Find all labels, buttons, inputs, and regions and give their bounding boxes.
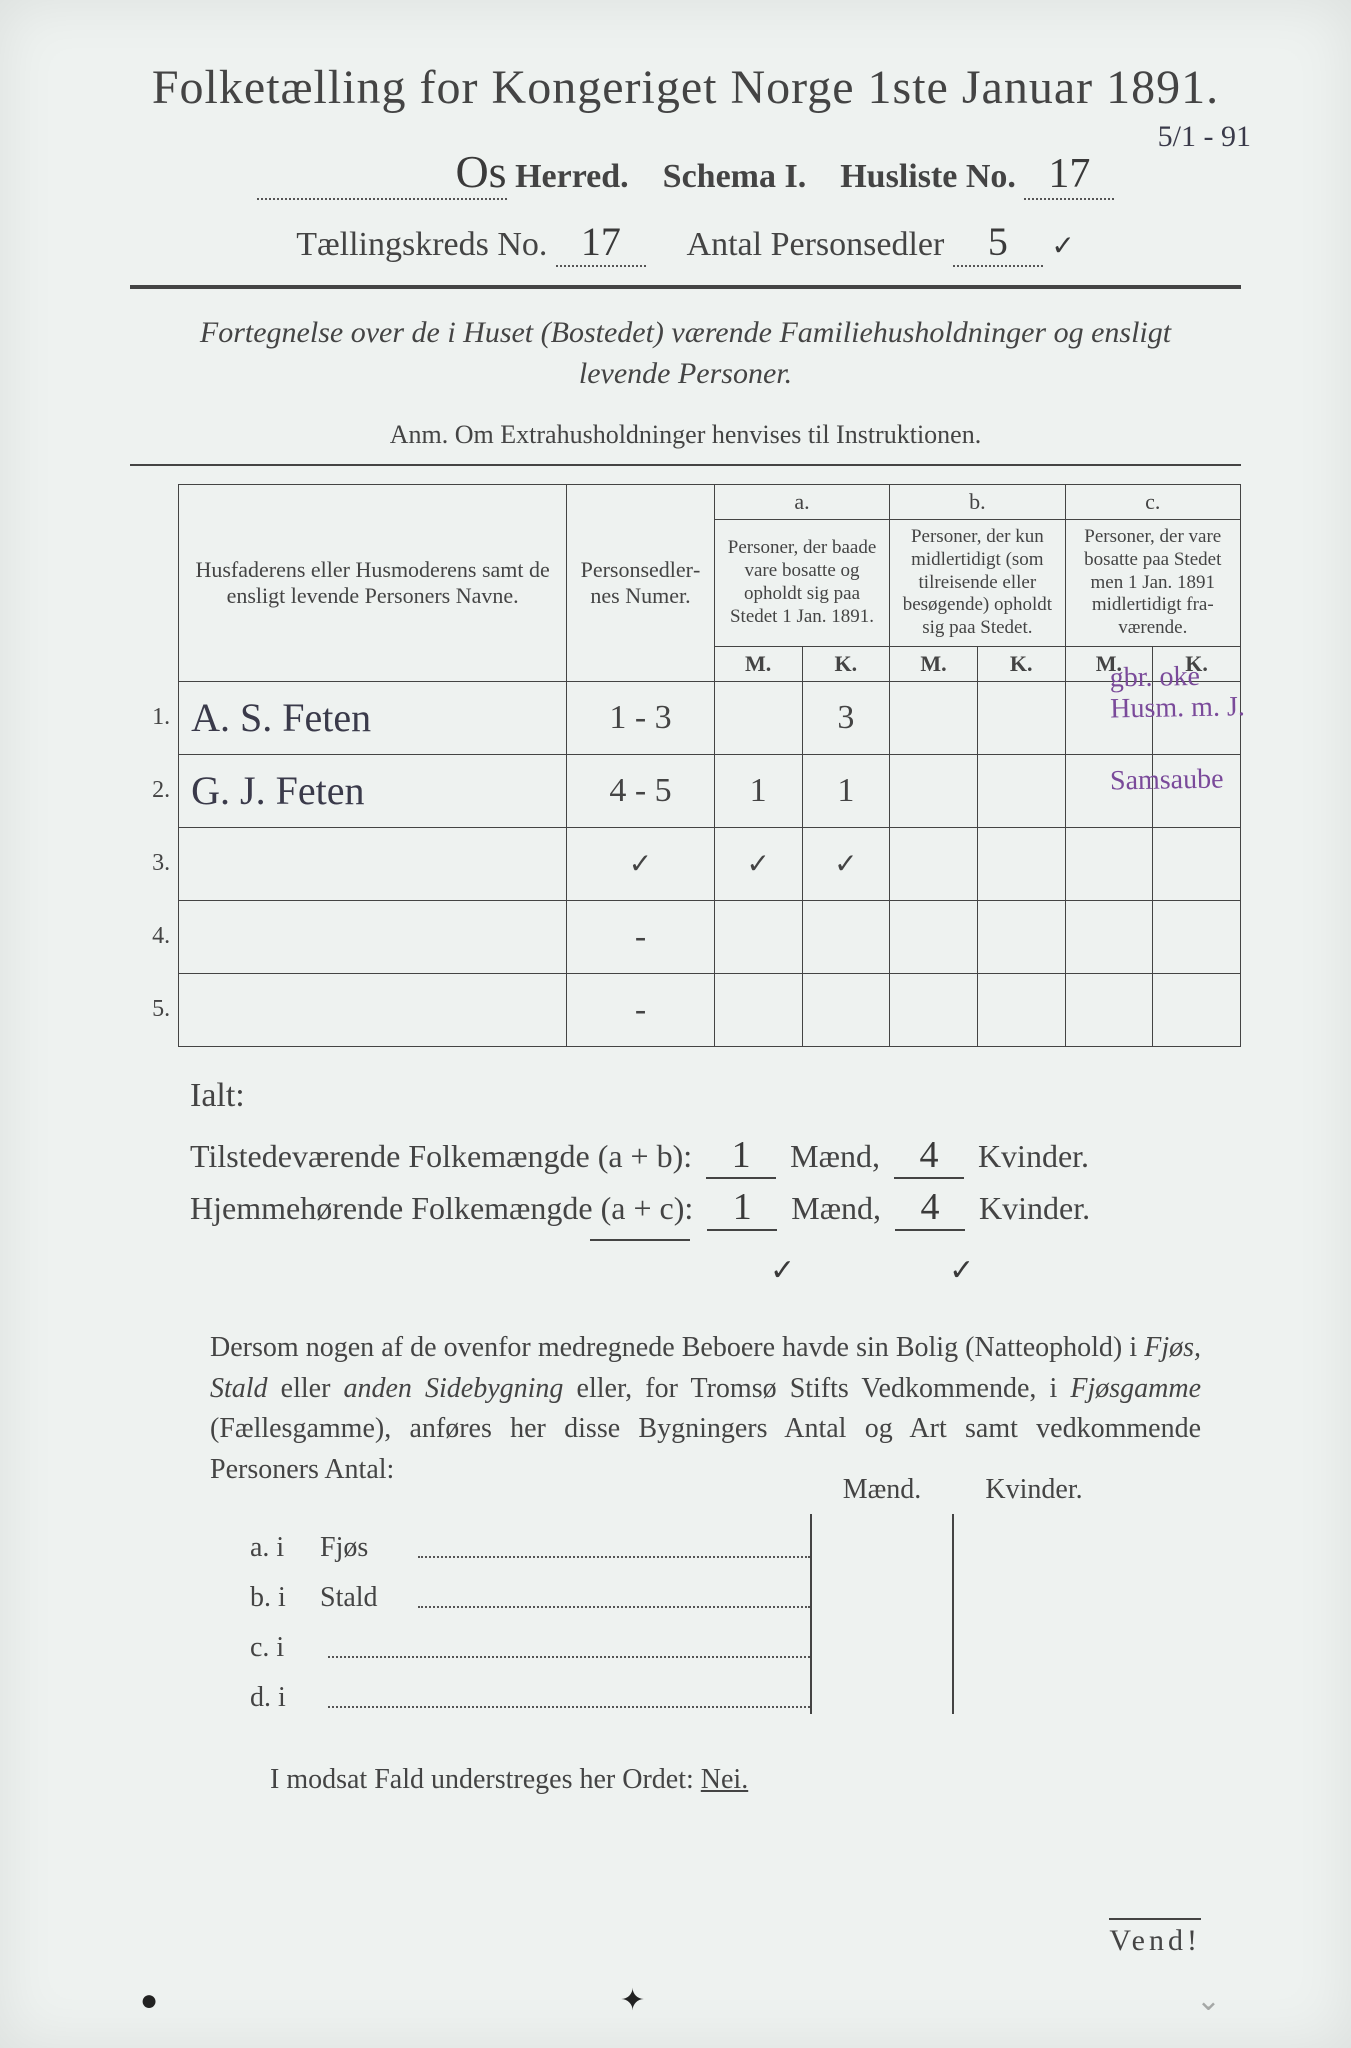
cell-aK: ✓ [834, 849, 857, 880]
rule-1 [130, 285, 1241, 289]
row-numer: - [635, 918, 646, 955]
row-num: 5. [130, 973, 179, 1046]
cell-aM: ✓ [746, 849, 769, 880]
kvinder-label: Kvinder. [978, 1138, 1089, 1174]
side-lab: c. i [250, 1632, 320, 1664]
maend-label: Mænd, [790, 1138, 880, 1174]
antal-tick: ✓ [1051, 231, 1074, 262]
sum-tick-1: ✓ [770, 1254, 795, 1287]
maend-label: Mænd, [791, 1190, 881, 1226]
header-row-2: Tællingskreds No. 17 Antal Personsedler … [130, 218, 1241, 267]
side-kvinder: Kvinder. [954, 1474, 1114, 1506]
table-row: 1. A. S. Feten 1 - 3 3 gbr. oke Husm. m.… [130, 681, 1241, 754]
col-b: Personer, der kun midler­tidigt (som til… [890, 520, 1065, 647]
sum2-k: 4 [921, 1186, 940, 1228]
sum1-m: 1 [732, 1134, 751, 1176]
paragraph: Dersom nogen af de ovenfor medregnede Be… [210, 1328, 1201, 1490]
col-b-k: K. [977, 646, 1065, 681]
row-name: G. J. Feten [191, 768, 364, 813]
ink-mark-icon: ● [140, 1984, 158, 2018]
census-form-page: Folketælling for Kongeriget Norge 1ste J… [0, 0, 1351, 2048]
col-name: Husfaderens eller Husmoderens samt de en… [179, 485, 567, 682]
side-table: a. i Fjøs b. i Stald c. i d. i Mænd. Kv [250, 1514, 1241, 1714]
sum1-k: 4 [919, 1134, 938, 1176]
table-row: 3. ✓ ✓ ✓ [130, 827, 1241, 900]
kvinder-label: Kvinder. [979, 1190, 1090, 1226]
schema-label: Schema I. [663, 158, 807, 195]
row-num: 2. [130, 754, 179, 827]
row-name: A. S. Feten [191, 695, 371, 740]
row-numer: 4 - 5 [609, 772, 671, 809]
sum2-label: Hjemmehørende Folkemængde (a + c): [190, 1190, 693, 1226]
rule-2 [130, 464, 1241, 466]
row-num: 1. [130, 681, 179, 754]
nei-line: I modsat Fald understreges her Ordet: Ne… [270, 1764, 1241, 1796]
row-numer: - [635, 991, 646, 1028]
husliste-label: Husliste No. [840, 158, 1016, 195]
side-maend: Mænd. [812, 1474, 952, 1506]
margin-annotation: Samsaube [1110, 764, 1281, 798]
sum-line-1: Tilstedeværende Folkemængde (a + b): 1 M… [190, 1133, 1241, 1179]
ialt-label: Ialt: [190, 1077, 1241, 1115]
ink-mark-icon: ✦ [620, 1983, 645, 2018]
side-row: b. i Stald [250, 1564, 810, 1614]
anm-note: Anm. Om Extrahusholdninger henvises til … [130, 420, 1241, 450]
row-numer: 1 - 3 [609, 699, 671, 736]
sum-line-2: Hjemmehørende Folkemængde (a + c): 1 Mæn… [190, 1185, 1241, 1231]
side-val: Stald [320, 1582, 410, 1614]
vend-label: Vend! [1109, 1918, 1201, 1958]
page-title: Folketælling for Kongeriget Norge 1ste J… [130, 60, 1241, 115]
table-row: 5. - [130, 973, 1241, 1046]
census-table: Husfaderens eller Husmoderens samt de en… [130, 484, 1241, 1047]
row-num: 3. [130, 827, 179, 900]
sum1-label: Tilstedeværende Folkemængde (a + b): [190, 1138, 692, 1174]
row-num: 4. [130, 900, 179, 973]
col-b-m: M. [890, 646, 978, 681]
herred-value: Os [455, 146, 506, 197]
side-lab: b. i [250, 1582, 320, 1614]
side-val: Fjøs [320, 1532, 410, 1564]
col-c: Personer, der vare bosatte paa Stedet me… [1065, 520, 1240, 647]
cell-aK: 1 [837, 772, 854, 809]
tkreds-label: Tællingskreds No. [296, 226, 547, 263]
col-c-top: c. [1065, 485, 1240, 520]
col-b-top: b. [890, 485, 1065, 520]
side-row: d. i [250, 1664, 810, 1714]
col-numer: Person­sedler­nes Numer. [567, 485, 715, 682]
sum-tick-2: ✓ [949, 1254, 974, 1287]
side-lab: d. i [250, 1682, 320, 1714]
side-lab: a. i [250, 1532, 320, 1564]
col-a-top: a. [714, 485, 889, 520]
cell-aK: 3 [837, 699, 854, 736]
row-numer: ✓ [629, 849, 652, 880]
ink-mark-icon: ⌄ [1196, 1983, 1221, 2018]
sum2-m: 1 [733, 1186, 752, 1228]
side-row: a. i Fjøs [250, 1514, 810, 1564]
header-row-1: Os Herred. Schema I. Husliste No. 17 [130, 145, 1241, 200]
side-row: c. i [250, 1614, 810, 1664]
antal-value: 5 [988, 219, 1008, 264]
col-a-k: K. [802, 646, 890, 681]
col-a: Personer, der baade vare bosatte og opho… [714, 520, 889, 647]
husliste-value: 17 [1048, 151, 1090, 197]
col-a-m: M. [714, 646, 802, 681]
nei-text: I modsat Fald understreges her Ordet: [270, 1764, 694, 1795]
subheading: Fortegnelse over de i Huset (Bostedet) v… [160, 313, 1211, 394]
nei-word: Nei. [701, 1764, 748, 1795]
table-row: 4. - [130, 900, 1241, 973]
herred-label: Herred. [515, 158, 629, 195]
table-row: 2. G. J. Feten 4 - 5 1 1 Samsaube [130, 754, 1241, 827]
margin-annotation: gbr. oke Husm. m. J. [1109, 661, 1280, 726]
tkreds-value: 17 [581, 219, 621, 264]
antal-label: Antal Personsedler [687, 226, 945, 263]
cell-aM: 1 [750, 772, 767, 809]
